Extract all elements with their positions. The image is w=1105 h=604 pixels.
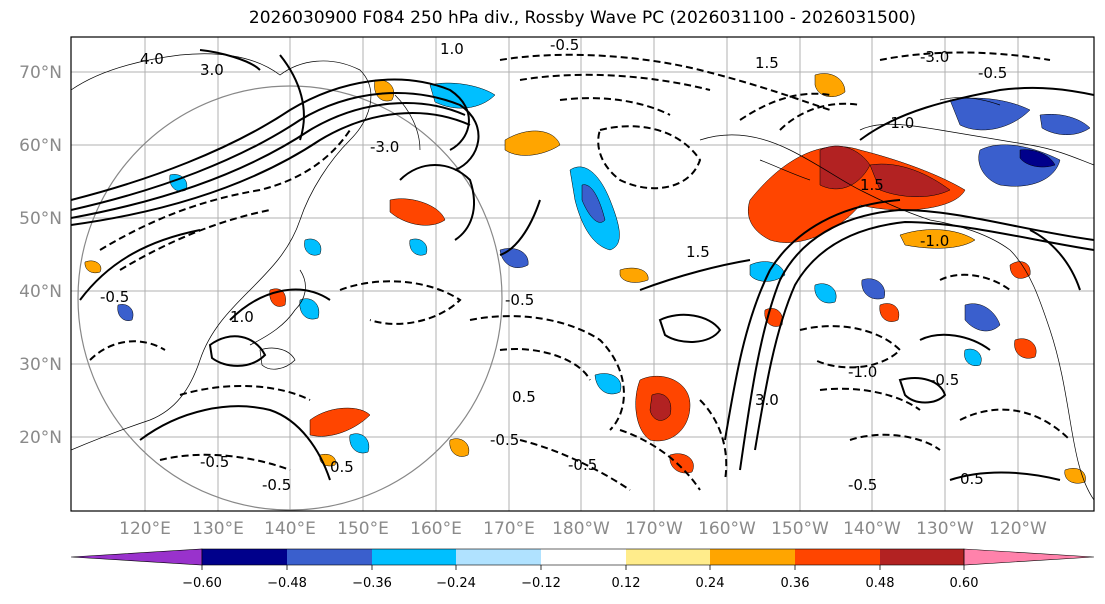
contour-label: -3.0 bbox=[920, 48, 949, 66]
contour-label: 1.5 bbox=[860, 176, 884, 194]
lon-label: 130°E bbox=[192, 519, 244, 539]
lon-label: 160°E bbox=[410, 519, 462, 539]
colorbar-tick-label: 0.24 bbox=[696, 576, 725, 591]
lon-label: 180°W bbox=[552, 519, 610, 539]
contour-label: -1.0 bbox=[920, 232, 949, 250]
lat-label: 40°N bbox=[19, 282, 62, 302]
lat-label: 60°N bbox=[19, 136, 62, 156]
colorbar-segment bbox=[795, 549, 880, 565]
divergence-fill bbox=[84, 73, 1091, 484]
colorbar-tick-label: 0.12 bbox=[612, 576, 641, 591]
lon-label: 120°W bbox=[989, 519, 1047, 539]
lon-label: 150°E bbox=[337, 519, 389, 539]
coastlines bbox=[71, 53, 1094, 501]
lon-label: 130°W bbox=[916, 519, 974, 539]
contour-label: -0.5 bbox=[550, 36, 579, 54]
colorbar: −0.60 −0.48 −0.36 −0.24 −0.12 0.12 0.24 … bbox=[70, 548, 1095, 591]
contour-label: -1.0 bbox=[848, 363, 877, 381]
positive-contours bbox=[71, 49, 1094, 481]
colorbar-extend-min bbox=[70, 548, 203, 566]
colorbar-tick-label: −0.60 bbox=[182, 576, 222, 591]
map-border bbox=[70, 36, 1095, 512]
colorbar-tick-label: −0.48 bbox=[267, 576, 307, 591]
map-title: 2026030900 F084 250 hPa div., Rossby Wav… bbox=[248, 8, 917, 28]
lon-label: 170°E bbox=[483, 519, 535, 539]
contour-label: 1.5 bbox=[686, 243, 710, 261]
map-area bbox=[71, 37, 1094, 511]
lat-label: 30°N bbox=[19, 355, 62, 375]
contour-label: -0.5 bbox=[490, 431, 519, 449]
contour-label: -1.0 bbox=[885, 114, 914, 132]
contour-label: 0.5 bbox=[330, 458, 354, 476]
contour-label: 1.5 bbox=[755, 54, 779, 72]
contour-label: -0.5 bbox=[505, 291, 534, 309]
contour-label: -0.5 bbox=[100, 288, 129, 306]
colorbar-tick-label: 0.60 bbox=[950, 576, 979, 591]
colorbar-segment bbox=[372, 549, 456, 565]
contour-label: -0.5 bbox=[262, 476, 291, 494]
colorbar-segment bbox=[456, 549, 541, 565]
colorbar-segment bbox=[287, 549, 372, 565]
contour-label: -0.5 bbox=[568, 456, 597, 474]
colorbar-tick-label: 0.48 bbox=[866, 576, 895, 591]
lon-label: 140°E bbox=[264, 519, 316, 539]
reference-circle bbox=[77, 85, 503, 511]
contour-label: 1.0 bbox=[440, 40, 464, 58]
contour-label: 0.5 bbox=[960, 470, 984, 488]
contour-label-group: -0.5 1.0 -3.0 -0.5 4.0 3.0 1.5 -3.0 -1.0… bbox=[100, 36, 1007, 494]
contour-label: 0.5 bbox=[512, 388, 536, 406]
lon-label: 120°E bbox=[119, 519, 171, 539]
latitude-labels: 70°N 60°N 50°N 40°N 30°N 20°N bbox=[19, 63, 62, 448]
lat-label: 70°N bbox=[19, 63, 62, 83]
contour-label: -0.5 bbox=[978, 64, 1007, 82]
colorbar-segment bbox=[626, 549, 710, 565]
longitude-labels: 120°E 130°E 140°E 150°E 160°E 170°E 180°… bbox=[119, 519, 1047, 539]
negative-contours bbox=[89, 51, 1071, 491]
lon-label: 160°W bbox=[698, 519, 756, 539]
lon-label: 150°W bbox=[771, 519, 829, 539]
colorbar-extend-max bbox=[963, 548, 1095, 566]
colorbar-tick-label: 0.36 bbox=[781, 576, 810, 591]
lon-label: 140°W bbox=[843, 519, 901, 539]
contour-label: 4.0 bbox=[140, 50, 164, 68]
colorbar-tick-label: −0.12 bbox=[521, 576, 561, 591]
colorbar-tick-label: −0.24 bbox=[436, 576, 476, 591]
contour-label: 3.0 bbox=[200, 61, 224, 79]
lat-label: 50°N bbox=[19, 209, 62, 229]
colorbar-segment bbox=[541, 549, 626, 565]
colorbar-ticks bbox=[201, 565, 965, 570]
contour-label: -0.5 bbox=[200, 453, 229, 471]
colorbar-tick-labels: −0.60 −0.48 −0.36 −0.24 −0.12 0.12 0.24 … bbox=[182, 576, 978, 591]
contour-label: -0.5 bbox=[848, 476, 877, 494]
contour-label: 1.0 bbox=[230, 308, 254, 326]
colorbar-segment bbox=[202, 549, 287, 565]
colorbar-tick-label: −0.36 bbox=[352, 576, 392, 591]
colorbar-segment bbox=[880, 549, 964, 565]
contour-label: 3.0 bbox=[755, 391, 779, 409]
contour-label: -3.0 bbox=[370, 138, 399, 156]
colorbar-segment bbox=[710, 549, 795, 565]
contour-label: -0.5 bbox=[930, 371, 959, 389]
lon-label: 170°W bbox=[625, 519, 683, 539]
lat-label: 20°N bbox=[19, 428, 62, 448]
colorbar-border bbox=[201, 548, 965, 566]
